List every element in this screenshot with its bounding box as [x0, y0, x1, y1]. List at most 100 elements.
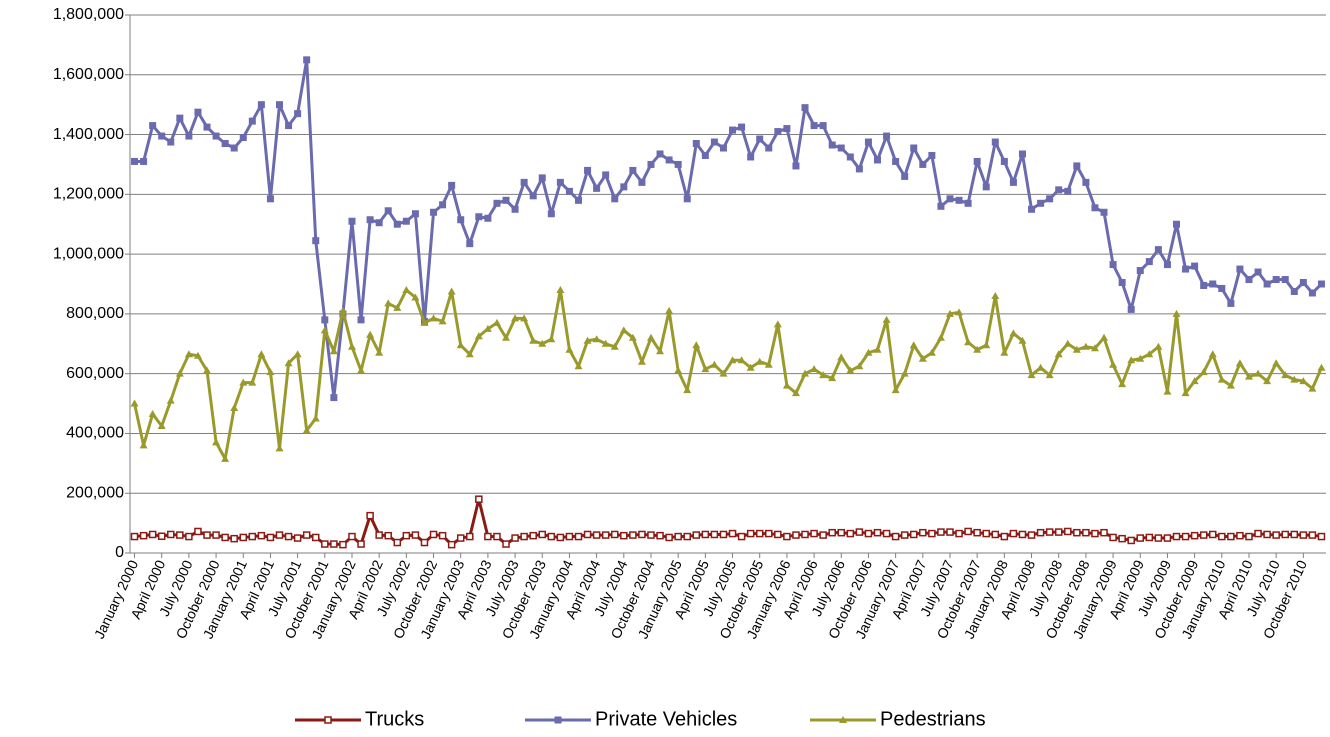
marker: [710, 360, 719, 368]
marker: [266, 368, 275, 376]
marker: [1281, 530, 1289, 539]
marker: [1090, 344, 1099, 352]
marker: [492, 318, 501, 326]
marker: [1308, 384, 1317, 392]
marker: [1272, 359, 1281, 367]
marker: [973, 157, 981, 165]
marker: [1172, 532, 1181, 541]
marker: [130, 532, 139, 541]
marker: [864, 529, 873, 538]
marker: [1145, 350, 1154, 358]
marker: [628, 333, 637, 341]
y-tick-label: 0: [115, 544, 124, 561]
marker: [883, 132, 891, 140]
marker: [529, 531, 537, 540]
marker: [928, 529, 936, 538]
marker: [502, 333, 511, 341]
marker: [1272, 531, 1280, 539]
marker: [239, 378, 248, 386]
marker: [746, 363, 755, 371]
marker: [1072, 345, 1081, 353]
marker: [909, 341, 918, 349]
marker: [1091, 204, 1099, 212]
marker: [538, 530, 547, 539]
marker: [248, 117, 256, 125]
marker: [584, 166, 592, 174]
legend-label: Pedestrians: [880, 708, 986, 730]
marker: [638, 530, 646, 539]
marker: [402, 531, 411, 540]
marker: [1127, 536, 1135, 545]
marker: [448, 181, 456, 189]
marker: [1054, 528, 1063, 536]
marker: [701, 365, 710, 373]
marker: [973, 528, 981, 537]
marker: [1037, 199, 1045, 207]
marker: [610, 342, 619, 350]
marker: [1118, 534, 1126, 543]
marker: [193, 351, 202, 359]
marker: [1263, 280, 1271, 288]
marker: [430, 208, 438, 216]
marker: [611, 195, 619, 203]
marker: [1046, 195, 1054, 203]
marker: [665, 306, 674, 314]
marker: [937, 528, 945, 536]
marker: [203, 123, 211, 131]
marker: [321, 540, 329, 548]
marker: [257, 350, 266, 358]
y-tick-label: 1,600,000: [53, 66, 124, 83]
marker: [556, 285, 565, 293]
marker: [176, 531, 184, 539]
marker: [1163, 534, 1172, 542]
marker: [692, 531, 701, 539]
marker: [384, 531, 392, 540]
marker: [602, 171, 610, 179]
marker: [638, 178, 646, 186]
marker: [855, 165, 863, 173]
marker: [619, 326, 628, 334]
marker: [973, 345, 982, 353]
y-tick-label: 1,800,000: [53, 6, 124, 23]
marker: [801, 369, 810, 377]
marker: [819, 371, 828, 379]
marker: [185, 132, 193, 140]
marker: [1200, 281, 1208, 289]
marker: [556, 533, 565, 542]
marker: [991, 291, 1000, 299]
marker: [285, 122, 293, 130]
marker: [1317, 532, 1326, 541]
marker: [357, 540, 365, 548]
marker: [1190, 377, 1199, 385]
marker: [810, 529, 818, 538]
marker: [855, 362, 864, 370]
marker: [348, 532, 356, 541]
marker: [366, 216, 374, 224]
marker: [502, 196, 510, 204]
marker: [484, 214, 492, 222]
marker: [955, 196, 963, 204]
marker: [329, 347, 338, 355]
marker: [1308, 289, 1316, 297]
marker: [891, 386, 900, 394]
marker: [248, 378, 257, 386]
marker: [484, 532, 492, 541]
marker: [140, 157, 148, 165]
marker: [729, 126, 737, 134]
marker: [1263, 530, 1271, 539]
marker: [511, 314, 520, 322]
marker: [1163, 387, 1172, 395]
marker: [1181, 532, 1190, 541]
marker: [946, 528, 954, 536]
marker: [646, 333, 655, 341]
marker: [737, 532, 746, 541]
marker: [873, 345, 882, 353]
marker: [620, 183, 628, 191]
marker: [402, 285, 411, 293]
marker: [1317, 363, 1326, 371]
marker: [565, 532, 574, 541]
marker: [1181, 389, 1190, 397]
marker: [593, 184, 601, 192]
marker: [212, 132, 220, 140]
marker: [955, 529, 963, 538]
